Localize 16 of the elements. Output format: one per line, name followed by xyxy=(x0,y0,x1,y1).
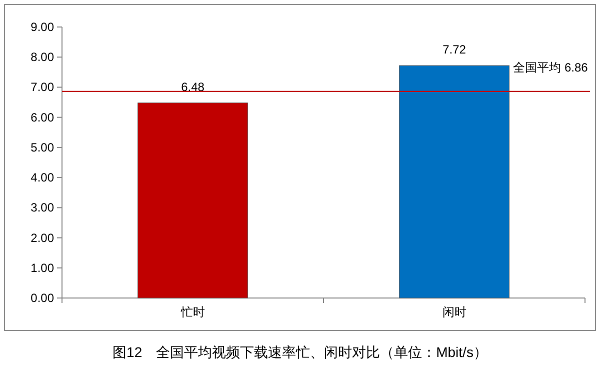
y-tick-label: 5.00 xyxy=(30,140,54,154)
y-tick-label: 7.00 xyxy=(30,80,54,94)
y-tick-label: 9.00 xyxy=(30,20,54,34)
y-tick-label: 0.00 xyxy=(30,291,54,305)
data-label: 7.72 xyxy=(442,42,466,57)
y-tick-label: 1.00 xyxy=(30,260,54,275)
caption: 图12 全国平均视频下载速率忙、闲时对比（单位：Mbit/s） xyxy=(112,344,488,360)
ref-line-label: 全国平均 6.86 xyxy=(513,60,588,74)
x-tick-label: 忙时 xyxy=(180,305,205,319)
y-tick-label: 8.00 xyxy=(30,50,54,64)
data-label: 6.48 xyxy=(181,80,205,94)
y-tick-label: 4.00 xyxy=(30,170,54,185)
y-tick-label: 2.00 xyxy=(30,230,54,245)
x-tick-label: 闲时 xyxy=(442,305,466,319)
y-tick-label: 3.00 xyxy=(30,200,54,215)
y-tick-label: 6.00 xyxy=(30,110,54,124)
